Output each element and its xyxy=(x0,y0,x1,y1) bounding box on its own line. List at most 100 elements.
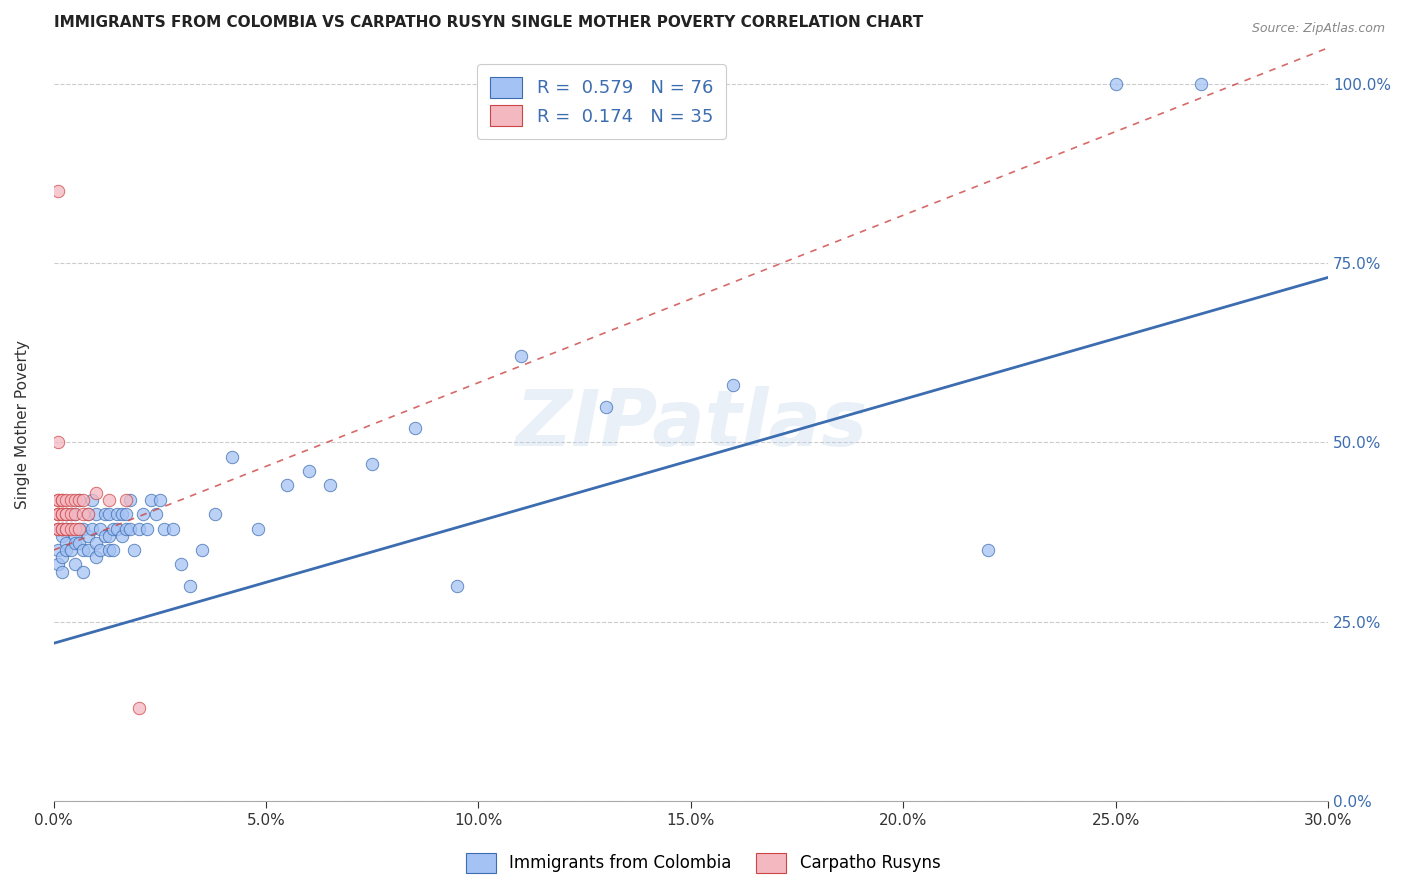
Point xyxy=(59,492,82,507)
Point xyxy=(51,522,73,536)
Point xyxy=(51,522,73,536)
Point xyxy=(93,529,115,543)
Point xyxy=(67,492,90,507)
Point xyxy=(72,522,94,536)
Point xyxy=(55,522,77,536)
Point xyxy=(51,507,73,521)
Point xyxy=(63,492,86,507)
Point xyxy=(93,507,115,521)
Point xyxy=(105,522,128,536)
Point xyxy=(51,565,73,579)
Point xyxy=(63,529,86,543)
Point xyxy=(76,507,98,521)
Point xyxy=(67,522,90,536)
Point xyxy=(72,565,94,579)
Point xyxy=(72,507,94,521)
Point xyxy=(67,492,90,507)
Point xyxy=(446,579,468,593)
Point xyxy=(67,536,90,550)
Point xyxy=(170,558,193,572)
Point xyxy=(76,507,98,521)
Point xyxy=(101,522,124,536)
Point xyxy=(297,464,319,478)
Point xyxy=(46,507,69,521)
Point xyxy=(59,543,82,558)
Point xyxy=(55,492,77,507)
Point xyxy=(145,507,167,521)
Point xyxy=(101,543,124,558)
Point xyxy=(97,507,120,521)
Point xyxy=(55,543,77,558)
Point xyxy=(63,507,86,521)
Point xyxy=(128,701,150,715)
Point xyxy=(46,522,69,536)
Point xyxy=(63,522,86,536)
Point xyxy=(114,507,136,521)
Point xyxy=(63,507,86,521)
Point xyxy=(89,522,111,536)
Y-axis label: Single Mother Poverty: Single Mother Poverty xyxy=(15,340,30,509)
Point xyxy=(46,507,69,521)
Point xyxy=(63,536,86,550)
Point xyxy=(97,543,120,558)
Point xyxy=(114,492,136,507)
Point xyxy=(120,522,142,536)
Point xyxy=(141,492,163,507)
Point xyxy=(1105,77,1128,91)
Point xyxy=(276,478,298,492)
Point xyxy=(319,478,342,492)
Point xyxy=(46,435,69,450)
Point xyxy=(84,507,107,521)
Point xyxy=(246,522,269,536)
Point xyxy=(595,400,617,414)
Legend: R =  0.579   N = 76, R =  0.174   N = 35: R = 0.579 N = 76, R = 0.174 N = 35 xyxy=(478,64,725,138)
Point xyxy=(84,536,107,550)
Point xyxy=(51,507,73,521)
Point xyxy=(72,543,94,558)
Point xyxy=(46,522,69,536)
Point xyxy=(361,457,384,471)
Text: IMMIGRANTS FROM COLOMBIA VS CARPATHO RUSYN SINGLE MOTHER POVERTY CORRELATION CHA: IMMIGRANTS FROM COLOMBIA VS CARPATHO RUS… xyxy=(53,15,922,30)
Point xyxy=(76,529,98,543)
Legend: Immigrants from Colombia, Carpatho Rusyns: Immigrants from Colombia, Carpatho Rusyn… xyxy=(458,847,948,880)
Point xyxy=(179,579,201,593)
Point xyxy=(221,450,243,464)
Point xyxy=(67,522,90,536)
Point xyxy=(404,421,426,435)
Point xyxy=(55,507,77,521)
Point xyxy=(46,543,69,558)
Point xyxy=(136,522,159,536)
Point xyxy=(89,543,111,558)
Point xyxy=(46,492,69,507)
Point xyxy=(162,522,184,536)
Text: ZIPatlas: ZIPatlas xyxy=(515,386,868,462)
Point xyxy=(63,558,86,572)
Point xyxy=(76,543,98,558)
Point xyxy=(46,522,69,536)
Point xyxy=(105,507,128,521)
Point xyxy=(723,378,745,392)
Point xyxy=(55,522,77,536)
Point xyxy=(59,507,82,521)
Point xyxy=(51,550,73,565)
Point xyxy=(72,492,94,507)
Point xyxy=(191,543,214,558)
Point xyxy=(46,492,69,507)
Point xyxy=(114,522,136,536)
Point xyxy=(1189,77,1212,91)
Point xyxy=(51,492,73,507)
Point xyxy=(149,492,172,507)
Point xyxy=(97,529,120,543)
Point xyxy=(51,492,73,507)
Point xyxy=(55,522,77,536)
Point xyxy=(510,349,533,363)
Point xyxy=(124,543,146,558)
Point xyxy=(97,492,120,507)
Point xyxy=(59,522,82,536)
Point xyxy=(84,550,107,565)
Point xyxy=(110,507,132,521)
Point xyxy=(120,492,142,507)
Point xyxy=(84,485,107,500)
Point xyxy=(59,507,82,521)
Point xyxy=(55,536,77,550)
